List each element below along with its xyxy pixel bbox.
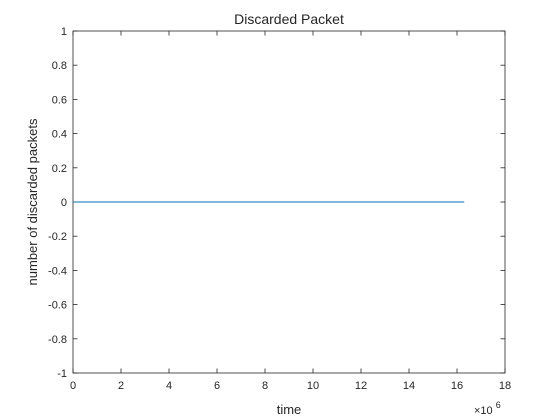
x-axis-label: time	[277, 402, 302, 417]
y-tick-label: 0.6	[52, 94, 67, 106]
x-tick-label: 2	[118, 380, 124, 392]
x-axis-multiplier-exponent: 6	[496, 400, 501, 410]
y-tick-label: -0.2	[48, 231, 67, 243]
x-tick-label: 12	[355, 380, 367, 392]
x-tick-label: 6	[214, 380, 220, 392]
x-tick-label: 4	[166, 380, 172, 392]
y-tick-label: -0.4	[48, 265, 67, 277]
y-axis-label: number of discarded packets	[25, 118, 40, 285]
x-tick-label: 14	[403, 380, 415, 392]
x-tick-label: 0	[70, 380, 76, 392]
x-tick-label: 10	[307, 380, 319, 392]
x-axis-multiplier: ×10 6	[474, 400, 501, 417]
chart-title: Discarded Packet	[234, 11, 344, 27]
y-tick-label: 0.4	[52, 129, 67, 141]
x-tick-label: 18	[499, 380, 511, 392]
y-tick-label: -0.8	[48, 334, 67, 346]
ticks: 0 2 4 6 8 10 12 14 16 18 -1 -0.8 -0.6 -0.4 -0.2 0 0.2 0.4…	[48, 26, 511, 392]
y-tick-label: 1	[61, 26, 67, 38]
x-tick-label: 8	[262, 380, 268, 392]
y-tick-label: 0	[61, 197, 67, 209]
y-tick-label: 0.8	[52, 60, 67, 72]
x-tick-label: 16	[451, 380, 463, 392]
y-tick-label: -0.6	[48, 300, 67, 312]
y-tick-label: -1	[57, 368, 67, 380]
x-axis-multiplier-base: ×10	[474, 405, 493, 417]
y-tick-label: 0.2	[52, 163, 67, 175]
